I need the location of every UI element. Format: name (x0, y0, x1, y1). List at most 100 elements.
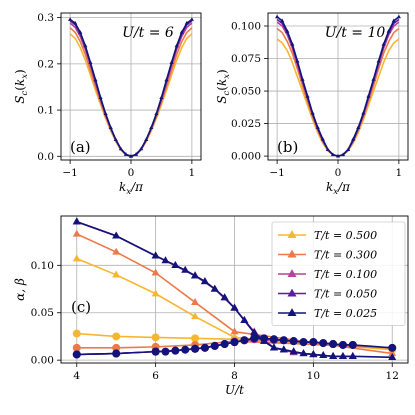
annotation: U/t = 6 (122, 25, 174, 41)
data-point (164, 77, 169, 82)
data-point (113, 137, 118, 142)
x-tick-label: 1 (189, 167, 196, 179)
data-point (220, 340, 229, 349)
data-point (144, 137, 149, 142)
data-point (388, 343, 397, 352)
legend-item-label: T/t = 0.050 (314, 288, 377, 301)
y-tick-label: 0.0 (37, 151, 54, 163)
data-point (305, 93, 310, 98)
data-point (108, 125, 113, 130)
data-point (220, 293, 229, 301)
data-point (191, 312, 200, 320)
x-tick-label: 8 (231, 370, 238, 382)
data-point (348, 352, 357, 360)
data-point (388, 352, 397, 360)
data-point (240, 336, 249, 345)
data-point (279, 336, 288, 345)
x-tick-label: −1 (269, 167, 284, 179)
data-point (295, 58, 300, 63)
data-point (159, 95, 164, 99)
data-point (366, 93, 371, 98)
data-point (386, 28, 391, 33)
x-tick-label: 0 (128, 167, 135, 179)
data-point (381, 41, 386, 46)
x-tick-label: 4 (73, 370, 80, 382)
data-point (154, 111, 159, 116)
data-point (338, 352, 347, 360)
y-tick-label: 0.2 (37, 58, 54, 70)
data-point (391, 18, 396, 23)
data-point (139, 146, 144, 151)
data-point (269, 343, 278, 351)
x-axis-label: U/t (225, 383, 244, 397)
series-group (68, 17, 194, 158)
data-point (112, 270, 121, 278)
data-point (275, 14, 280, 19)
y-axis-label: Sc(kx) (215, 69, 232, 103)
data-point (210, 341, 219, 350)
data-point (72, 329, 81, 338)
data-point (315, 125, 320, 129)
y-tick-label: 0.050 (231, 86, 261, 98)
legend-item-label: T/t = 0.025 (314, 307, 377, 320)
data-point (112, 247, 121, 255)
data-point (361, 110, 366, 115)
data-point (269, 335, 278, 344)
data-point (93, 77, 98, 82)
data-point (330, 152, 336, 157)
y-tick-label: 0.00 (31, 355, 54, 367)
panel-b: −1 0 1 0.000 0.025 0.050 0.075 0.100 kx/π Sc(kx) (… (215, 12, 409, 197)
data-point (290, 41, 295, 46)
x-tick-label: −1 (62, 167, 77, 179)
data-point (285, 28, 290, 33)
data-point (260, 334, 269, 343)
x-tick-label: 0 (335, 167, 342, 179)
data-point (112, 332, 121, 341)
data-point (230, 303, 239, 311)
legend-marker (287, 249, 297, 258)
data-point (250, 328, 259, 336)
x-tick-label: 6 (152, 370, 159, 382)
x-axis-label: kx/π (326, 180, 351, 197)
data-point (329, 352, 338, 360)
series-line-beta-1 (76, 340, 393, 349)
data-point (98, 95, 103, 99)
y-tick-label: 0.025 (231, 118, 261, 130)
data-point (396, 14, 401, 19)
panel-label: (b) (277, 138, 298, 156)
data-point (151, 289, 160, 297)
data-point (376, 58, 381, 63)
panel-label: (c) (71, 298, 91, 316)
y-tick-label: 0.000 (231, 151, 261, 163)
data-point (310, 110, 315, 115)
data-point (149, 125, 154, 130)
data-point (128, 154, 134, 158)
legend-box (271, 221, 406, 326)
data-point (210, 284, 219, 292)
data-point (250, 334, 259, 343)
y-tick-label: 0.100 (231, 21, 261, 33)
series-line-alpha-1 (76, 233, 393, 355)
x-tick-label: 1 (396, 167, 403, 179)
data-point (346, 147, 351, 151)
data-point (191, 344, 200, 353)
data-point (191, 297, 200, 305)
y-axis-label: Sc(kx) (13, 69, 30, 103)
series-group (72, 217, 397, 360)
data-point (230, 327, 239, 335)
data-point (161, 347, 170, 356)
data-point (133, 152, 139, 156)
data-point (181, 265, 190, 273)
data-point (78, 30, 83, 34)
data-point (279, 345, 288, 353)
data-point (289, 347, 298, 355)
data-point (171, 346, 180, 355)
data-point (72, 343, 81, 352)
data-point (88, 60, 93, 64)
data-point (151, 347, 160, 356)
data-point (123, 152, 129, 156)
data-point (388, 349, 397, 357)
data-point (181, 345, 190, 354)
grid (61, 13, 201, 160)
